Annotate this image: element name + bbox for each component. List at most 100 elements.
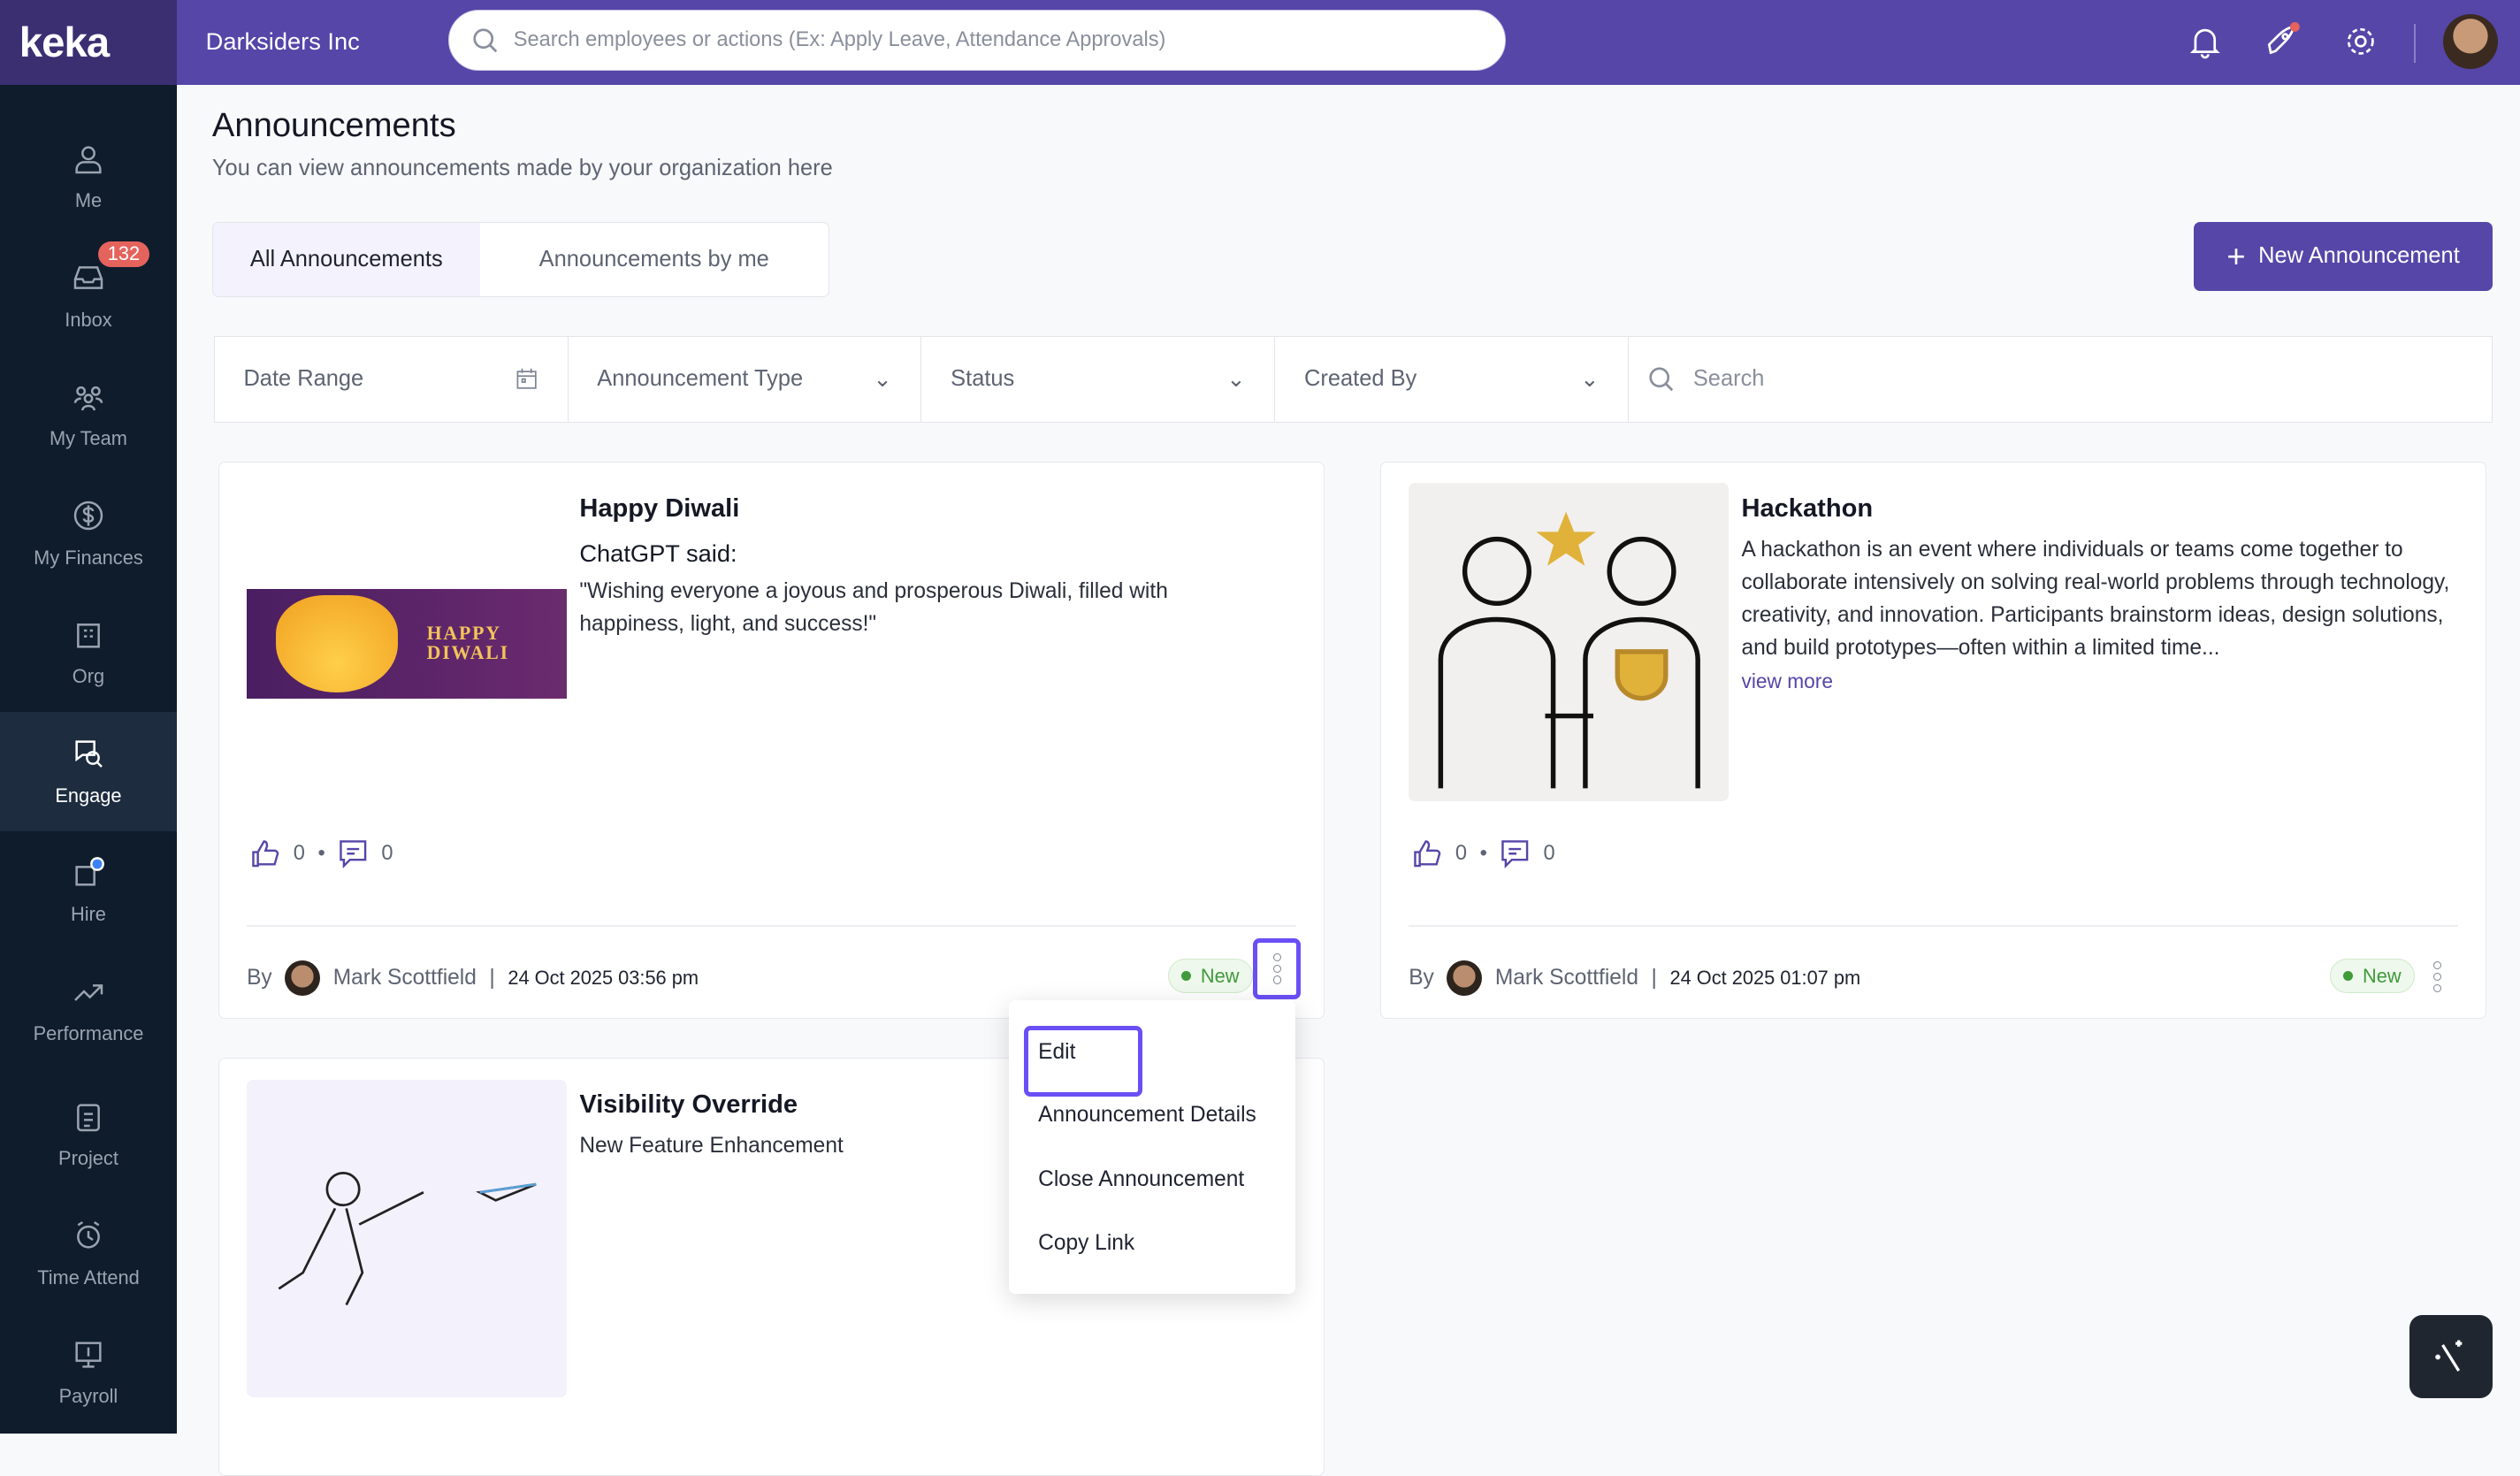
magic-wand-button[interactable]: [2409, 1314, 2493, 1399]
sidebar-item-org[interactable]: Org: [0, 593, 177, 713]
avatar: [285, 960, 321, 997]
like-count: 0: [1455, 841, 1468, 865]
announcement-card[interactable]: Visibility Override New Feature Enhancem…: [218, 1057, 1325, 1476]
created-by-dropdown[interactable]: Created By ⌄: [1275, 336, 1630, 423]
announcement-search-input[interactable]: Search: [1629, 337, 2492, 422]
chevron-down-icon: ⌄: [1226, 367, 1246, 393]
visibility-image: [247, 1079, 567, 1398]
rocket-icon[interactable]: [2263, 22, 2302, 61]
search-placeholder: Search: [1692, 366, 1765, 392]
card-subtitle: ChatGPT said:: [579, 539, 737, 567]
status-label: Status: [951, 366, 1015, 392]
menu-item-close-announcement[interactable]: Close Announcement: [1038, 1166, 1245, 1191]
new-announcement-label: New Announcement: [2258, 243, 2460, 269]
sidebar-item-label: Hire: [70, 903, 106, 926]
sidebar-item-my-team[interactable]: My Team: [0, 356, 177, 475]
search-icon: [1649, 367, 1674, 392]
card-body: A hackathon is an event where individual…: [1741, 537, 2450, 661]
tab-announcements-by-me[interactable]: Announcements by me: [538, 247, 769, 272]
more-options-button[interactable]: [1252, 937, 1302, 999]
person-icon: [75, 146, 102, 173]
sidebar-item-hire[interactable]: Hire: [0, 831, 177, 951]
sidebar-item-label: Performance: [33, 1021, 144, 1044]
view-more-link[interactable]: view more: [1741, 669, 1833, 693]
sidebar-item-label: Me: [74, 189, 103, 212]
comment-icon[interactable]: [1500, 838, 1531, 869]
announcement-type-dropdown[interactable]: Announcement Type ⌄: [569, 336, 922, 423]
trend-icon: [74, 984, 103, 1002]
sidebar-item-me[interactable]: Me: [0, 118, 177, 237]
sidebar-item-my-finances[interactable]: My Finances: [0, 474, 177, 593]
company-name: Darksiders Inc: [205, 27, 360, 55]
page-title: Announcements: [211, 105, 456, 144]
inbox-badge: 132: [97, 241, 150, 268]
post-date: 24 Oct 2025 01:07 pm: [1669, 967, 1861, 990]
gear-icon[interactable]: [2341, 22, 2380, 61]
edit-highlight: [1023, 1025, 1143, 1097]
sidebar-item-performance[interactable]: Performance: [0, 950, 177, 1069]
card-title[interactable]: Hackathon: [1741, 493, 1874, 523]
card-subtitle: New Feature Enhancement: [579, 1133, 844, 1158]
sidebar-item-label: My Team: [49, 427, 127, 450]
status-badge: New: [2329, 959, 2416, 994]
diwali-image: HAPPY DIWALI: [247, 589, 567, 699]
avatar: [1447, 960, 1483, 997]
announcement-type-label: Announcement Type: [597, 366, 804, 392]
payroll-icon: [75, 1342, 102, 1368]
sidebar-item-project[interactable]: Project: [0, 1075, 177, 1195]
thumbs-up-icon[interactable]: [250, 838, 281, 869]
sidebar-item-label: Project: [58, 1147, 118, 1170]
by-label: By: [1409, 966, 1434, 990]
global-search-input[interactable]: Search employees or actions (Ex: Apply L…: [448, 9, 1507, 71]
date-range-label: Date Range: [243, 366, 364, 392]
chevron-down-icon: ⌄: [1580, 367, 1600, 393]
author-name[interactable]: Mark Scottfield: [1494, 966, 1639, 990]
author-name[interactable]: Mark Scottfield: [332, 966, 477, 990]
menu-item-announcement-details[interactable]: Announcement Details: [1038, 1102, 1256, 1127]
comment-icon[interactable]: [338, 838, 369, 869]
page-subtitle: You can view announcements made by your …: [211, 156, 833, 181]
user-avatar[interactable]: [2442, 14, 2498, 70]
status-text: New: [2363, 964, 2402, 987]
comment-count: 0: [1543, 841, 1555, 865]
announcement-card[interactable]: HAPPY DIWALI Happy Diwali ChatGPT said: …: [218, 461, 1325, 1020]
sidebar-item-label: Inbox: [65, 308, 112, 331]
tab-all-announcements[interactable]: All Announcements: [212, 222, 480, 297]
plus-icon: +: [2226, 237, 2246, 274]
sidebar-item-time-attend[interactable]: Time Attend: [0, 1194, 177, 1313]
chevron-down-icon: ⌄: [873, 367, 892, 393]
thumbs-up-icon[interactable]: [1412, 838, 1443, 869]
bell-icon[interactable]: [2186, 22, 2225, 61]
sidebar-item-label: Time Attend: [37, 1266, 140, 1289]
post-date: 24 Oct 2025 03:56 pm: [508, 967, 699, 990]
card-title[interactable]: Visibility Override: [579, 1090, 798, 1120]
filter-bar: Date Range Announcement Type ⌄ Status ⌄ Cr…: [213, 335, 2493, 424]
status-dropdown[interactable]: Status ⌄: [921, 336, 1276, 423]
inbox-icon: [73, 266, 103, 290]
image-text: HAPPY DIWALI: [426, 623, 509, 664]
card-body: "Wishing everyone a joyous and prosperou…: [579, 578, 1168, 637]
team-icon: [73, 386, 103, 410]
announcement-card[interactable]: Hackathon A hackathon is an event where …: [1380, 461, 2486, 1020]
sidebar: Me Inbox My Team My Finances Org Engage …: [0, 85, 177, 1434]
by-label: By: [247, 966, 272, 990]
more-options-button[interactable]: [2413, 948, 2462, 1006]
divider: [2414, 24, 2416, 63]
card-title[interactable]: Happy Diwali: [579, 493, 740, 523]
new-announcement-button[interactable]: + New Announcement: [2194, 221, 2493, 291]
sidebar-item-payroll[interactable]: Payroll: [0, 1313, 177, 1433]
menu-item-edit[interactable]: Edit: [1038, 1039, 1076, 1064]
keka-logo[interactable]: keka: [0, 0, 177, 86]
sidebar-item-inbox[interactable]: Inbox: [0, 236, 177, 356]
sidebar-item-engage[interactable]: Engage: [0, 712, 177, 831]
menu-item-copy-link[interactable]: Copy Link: [1038, 1231, 1135, 1256]
tabs: All Announcements Announcements by me: [211, 221, 829, 298]
dollar-icon: [73, 501, 103, 531]
clipboard-icon: [77, 1104, 100, 1132]
date-range-filter[interactable]: Date Range: [215, 336, 569, 423]
status-text: New: [1200, 964, 1240, 987]
org-icon: [77, 623, 100, 648]
options-menu: Edit Announcement Details Close Announce…: [1009, 999, 1295, 1295]
status-badge: New: [1167, 959, 1254, 994]
sidebar-item-label: My Finances: [34, 546, 143, 569]
